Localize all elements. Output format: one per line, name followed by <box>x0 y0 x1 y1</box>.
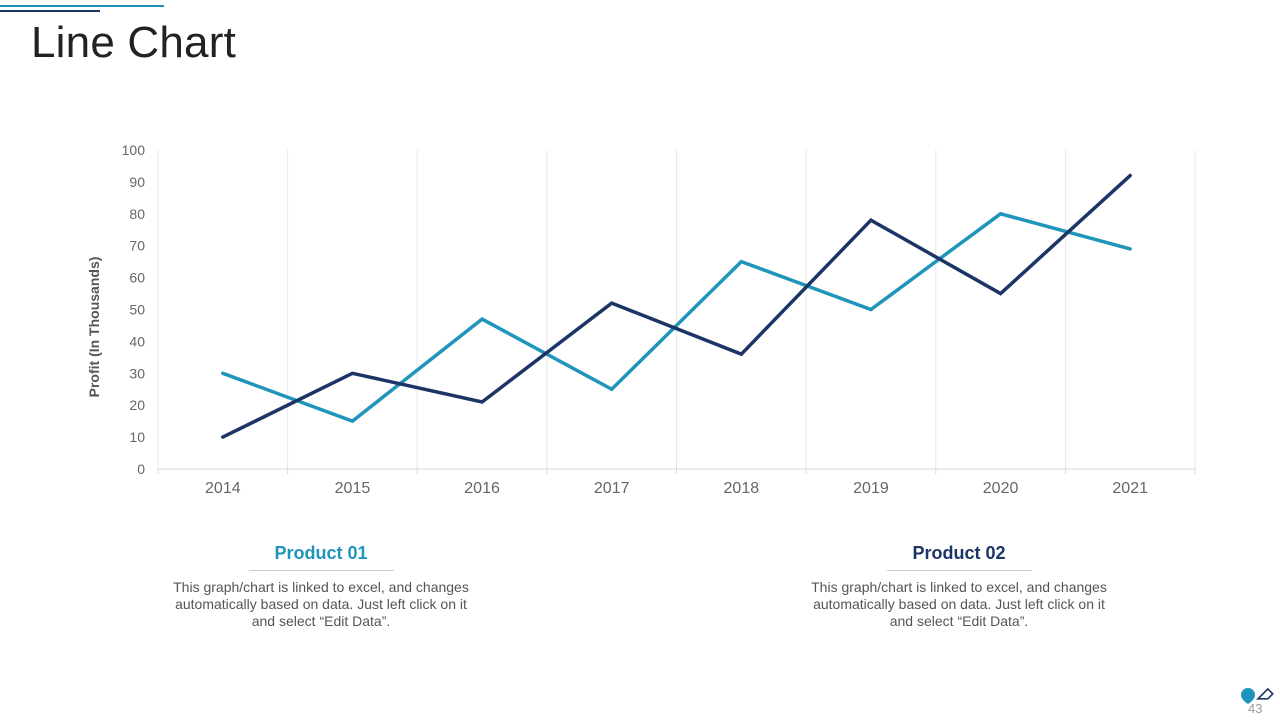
y-tick-label: 60 <box>129 270 145 286</box>
x-tick-label: 2017 <box>594 480 630 497</box>
accent-line-secondary <box>0 10 100 12</box>
x-tick-label: 2020 <box>983 480 1019 497</box>
x-tick-label: 2014 <box>205 480 241 497</box>
y-tick-label: 0 <box>137 461 145 477</box>
x-tick-label: 2015 <box>335 480 371 497</box>
legend-title-product-02: Product 02 <box>886 543 1032 571</box>
legend-product-02: Product 02 This graph/chart is linked to… <box>809 543 1109 630</box>
y-tick-label: 100 <box>122 142 146 158</box>
y-tick-label: 40 <box>129 333 145 349</box>
series-line-product-01 <box>221 211 1132 424</box>
page-number: 43 <box>1248 701 1263 716</box>
y-tick-label: 30 <box>129 365 145 381</box>
x-tick-label: 2016 <box>464 480 500 497</box>
y-tick-label: 70 <box>129 238 145 254</box>
y-tick-label: 20 <box>129 397 145 413</box>
legend-desc-product-01: This graph/chart is linked to excel, and… <box>173 579 469 629</box>
y-tick-label: 50 <box>129 302 145 318</box>
y-tick-label: 10 <box>129 429 145 445</box>
x-tick-label: 2021 <box>1112 480 1148 497</box>
accent-line <box>0 5 164 7</box>
x-tick-label: 2019 <box>853 480 889 497</box>
y-tick-label: 90 <box>129 174 145 190</box>
y-tick-label: 80 <box>129 206 145 222</box>
legend-title-product-01: Product 01 <box>248 543 394 571</box>
page-title: Line Chart <box>31 18 237 67</box>
legend-desc-product-02: This graph/chart is linked to excel, and… <box>811 579 1107 629</box>
x-tick-label: 2018 <box>724 480 760 497</box>
series-line-product-02 <box>221 173 1132 439</box>
logo-icon <box>1241 687 1274 704</box>
legend-product-01: Product 01 This graph/chart is linked to… <box>171 543 471 630</box>
y-axis-label: Profit (In Thousands) <box>86 257 102 398</box>
